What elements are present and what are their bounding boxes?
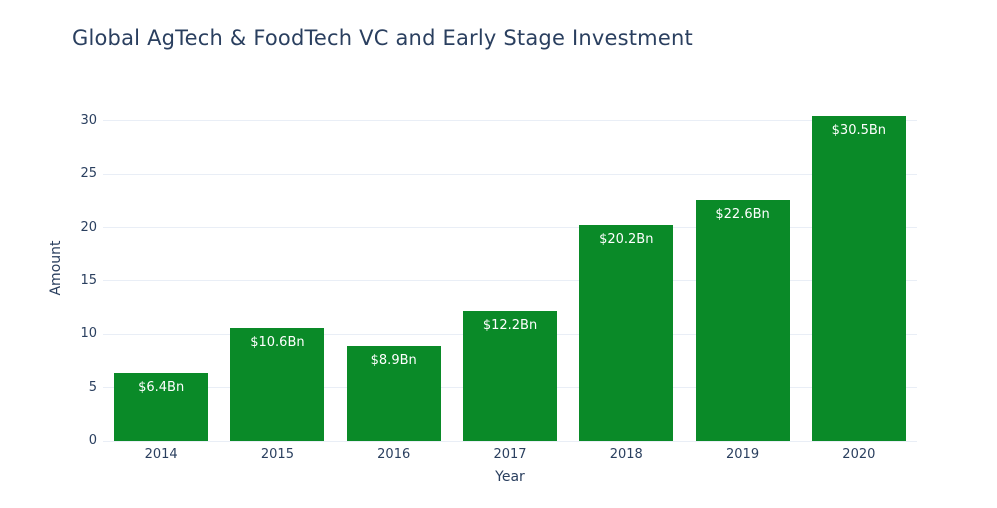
bar[interactable]: [463, 310, 557, 441]
x-tick-label: 2015: [260, 447, 294, 462]
y-tick-label: 5: [88, 379, 97, 395]
bar-value-label: $20.2Bn: [599, 232, 654, 248]
y-tick-label: 10: [80, 326, 97, 342]
gridline: [103, 227, 917, 229]
x-tick-label: 2018: [609, 447, 643, 462]
bar-value-label: $6.4Bn: [138, 379, 185, 395]
bar[interactable]: [695, 199, 790, 441]
bar[interactable]: [230, 327, 325, 441]
x-axis-title: Year: [495, 469, 525, 485]
bar-value-label: $8.9Bn: [370, 353, 417, 369]
bar-value-label: $22.6Bn: [715, 206, 770, 222]
bar-value-label: $30.5Bn: [831, 122, 887, 138]
y-axis-title: Amount: [48, 240, 64, 296]
x-tick-label: 2016: [377, 447, 411, 462]
y-tick-label: 15: [80, 272, 97, 288]
bar[interactable]: [114, 372, 209, 441]
y-tick-label: 30: [80, 112, 97, 128]
bar-value-label: $10.6Bn: [250, 334, 305, 350]
y-tick-label: 20: [80, 219, 97, 235]
x-tick-label: 2017: [493, 447, 527, 462]
y-tick-label: 25: [80, 166, 97, 182]
x-tick-label: 2020: [842, 447, 876, 462]
bar-value-label: $12.2Bn: [482, 317, 538, 333]
bar[interactable]: [346, 346, 441, 441]
bar[interactable]: [811, 115, 906, 441]
y-tick-label: 0: [88, 433, 97, 448]
gridline: [103, 440, 917, 442]
gridline: [103, 120, 917, 122]
gridline: [103, 173, 917, 175]
x-tick-label: 2014: [144, 447, 178, 462]
x-tick-label: 2019: [726, 447, 760, 462]
chart-title: Global AgTech & FoodTech VC and Early St…: [72, 26, 693, 50]
gridline: [103, 280, 917, 282]
bar[interactable]: [579, 225, 674, 441]
